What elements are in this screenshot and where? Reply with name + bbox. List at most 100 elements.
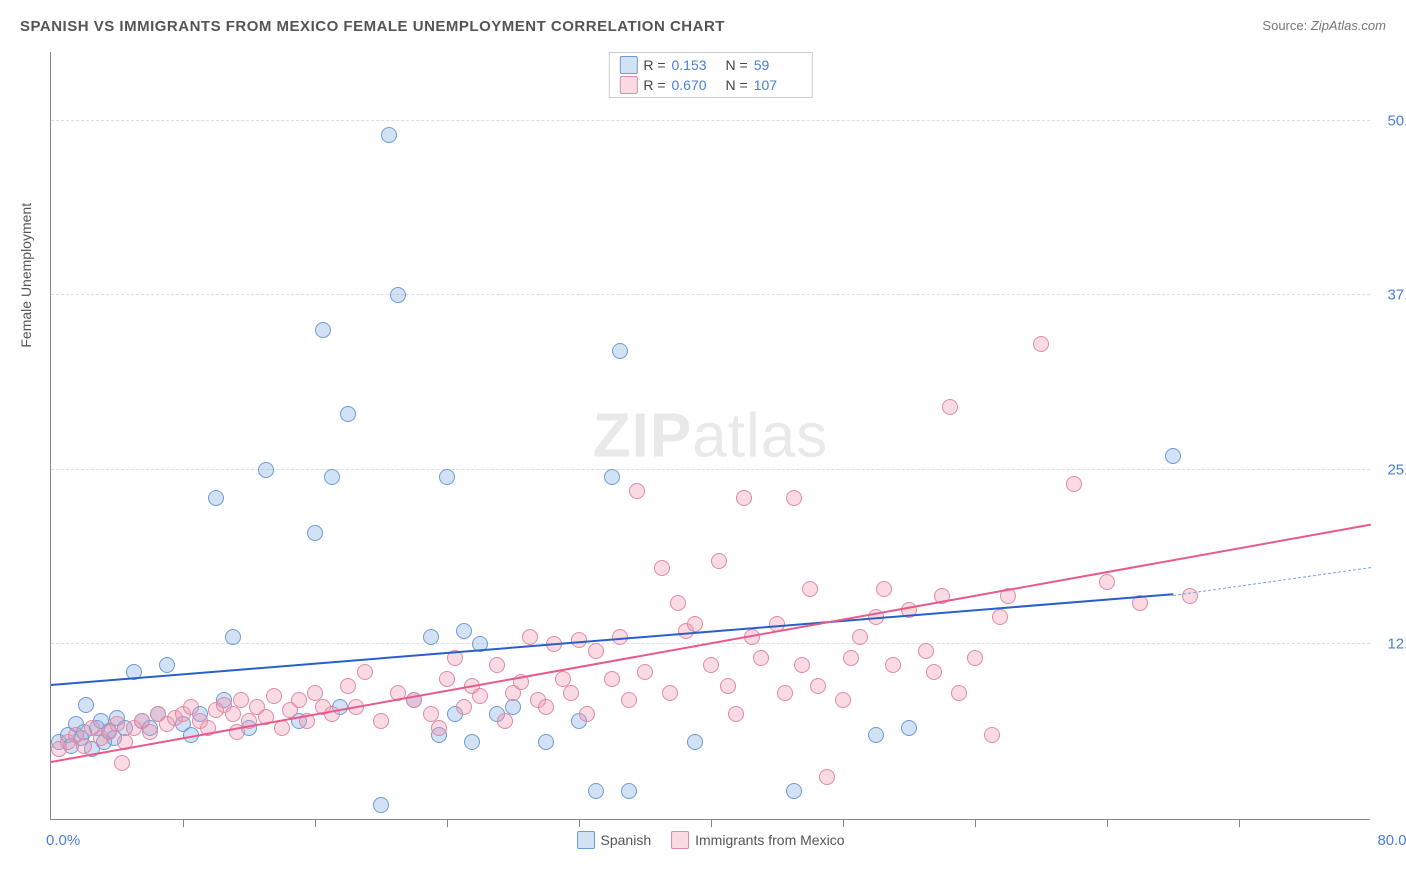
- data-point: [662, 685, 678, 701]
- data-point: [984, 727, 1000, 743]
- n-value-spanish: 59: [754, 57, 802, 73]
- data-point: [159, 657, 175, 673]
- data-point: [225, 629, 241, 645]
- source-prefix: Source:: [1262, 18, 1307, 33]
- x-tick: [183, 819, 184, 827]
- data-point: [538, 734, 554, 750]
- data-point: [687, 616, 703, 632]
- gridline: [51, 120, 1370, 121]
- data-point: [315, 322, 331, 338]
- plot-area: ZIPatlas R = 0.153 N = 59 R = 0.670 N = …: [50, 52, 1370, 820]
- data-point: [291, 692, 307, 708]
- data-point: [208, 490, 224, 506]
- legend-label-spanish: Spanish: [601, 832, 652, 848]
- data-point: [670, 595, 686, 611]
- r-value-mexico: 0.670: [672, 77, 720, 93]
- watermark: ZIPatlas: [593, 400, 828, 471]
- r-label: R =: [643, 57, 665, 73]
- correlation-legend: R = 0.153 N = 59 R = 0.670 N = 107: [608, 52, 812, 98]
- series-legend: Spanish Immigrants from Mexico: [577, 831, 845, 849]
- data-point: [78, 697, 94, 713]
- data-point: [604, 469, 620, 485]
- data-point: [340, 406, 356, 422]
- data-point: [233, 692, 249, 708]
- data-point: [720, 678, 736, 694]
- x-tick: [315, 819, 316, 827]
- data-point: [489, 657, 505, 673]
- data-point: [835, 692, 851, 708]
- data-point: [324, 469, 340, 485]
- data-point: [926, 664, 942, 680]
- x-tick: [1107, 819, 1108, 827]
- data-point: [810, 678, 826, 694]
- gridline: [51, 469, 1370, 470]
- x-min-label: 0.0%: [46, 832, 80, 849]
- data-point: [340, 678, 356, 694]
- swatch-mexico: [619, 76, 637, 94]
- legend-row-mexico: R = 0.670 N = 107: [619, 75, 801, 95]
- swatch-mexico: [671, 831, 689, 849]
- data-point: [621, 783, 637, 799]
- watermark-rest: atlas: [692, 401, 828, 470]
- data-point: [381, 127, 397, 143]
- data-point: [225, 706, 241, 722]
- data-point: [951, 685, 967, 701]
- legend-label-mexico: Immigrants from Mexico: [695, 832, 844, 848]
- data-point: [1165, 448, 1181, 464]
- data-point: [258, 462, 274, 478]
- data-point: [819, 769, 835, 785]
- data-point: [76, 738, 92, 754]
- data-point: [307, 525, 323, 541]
- x-max-label: 80.0%: [1377, 832, 1406, 849]
- data-point: [357, 664, 373, 680]
- data-point: [942, 399, 958, 415]
- legend-row-spanish: R = 0.153 N = 59: [619, 55, 801, 75]
- data-point: [563, 685, 579, 701]
- data-point: [439, 469, 455, 485]
- r-label: R =: [643, 77, 665, 93]
- x-tick: [975, 819, 976, 827]
- data-point: [876, 581, 892, 597]
- data-point: [612, 343, 628, 359]
- data-point: [637, 664, 653, 680]
- data-point: [431, 720, 447, 736]
- data-point: [456, 623, 472, 639]
- data-point: [711, 553, 727, 569]
- data-point: [777, 685, 793, 701]
- data-point: [728, 706, 744, 722]
- data-point: [786, 490, 802, 506]
- y-axis-label: Female Unemployment: [18, 203, 34, 348]
- y-tick-label: 25.0%: [1375, 461, 1406, 478]
- data-point: [274, 720, 290, 736]
- data-point: [439, 671, 455, 687]
- data-point: [786, 783, 802, 799]
- n-value-mexico: 107: [754, 77, 802, 93]
- x-tick: [843, 819, 844, 827]
- data-point: [464, 734, 480, 750]
- data-point: [588, 783, 604, 799]
- data-point: [843, 650, 859, 666]
- data-point: [868, 727, 884, 743]
- x-tick: [579, 819, 580, 827]
- data-point: [629, 483, 645, 499]
- data-point: [472, 688, 488, 704]
- data-point: [1182, 588, 1198, 604]
- data-point: [621, 692, 637, 708]
- swatch-spanish: [577, 831, 595, 849]
- data-point: [522, 629, 538, 645]
- data-point: [373, 713, 389, 729]
- data-point: [1066, 476, 1082, 492]
- x-tick: [1239, 819, 1240, 827]
- y-tick-label: 50.0%: [1375, 112, 1406, 129]
- data-point: [753, 650, 769, 666]
- data-point: [852, 629, 868, 645]
- data-point: [802, 581, 818, 597]
- data-point: [588, 643, 604, 659]
- watermark-bold: ZIP: [593, 401, 692, 470]
- data-point: [736, 490, 752, 506]
- legend-item-spanish: Spanish: [577, 831, 652, 849]
- data-point: [918, 643, 934, 659]
- data-point: [142, 724, 158, 740]
- gridline: [51, 294, 1370, 295]
- data-point: [1099, 574, 1115, 590]
